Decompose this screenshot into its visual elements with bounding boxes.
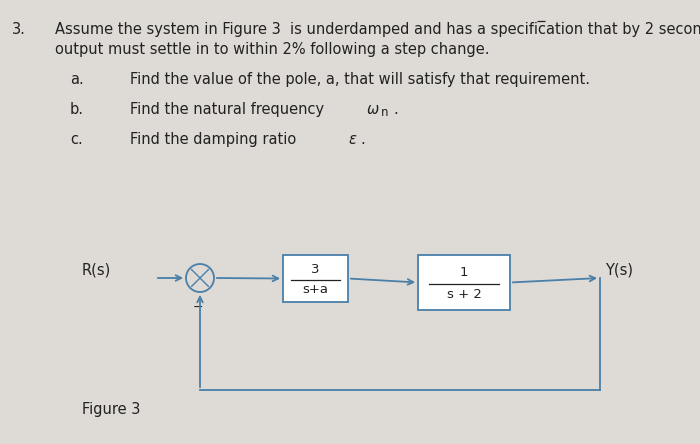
Text: n: n — [381, 106, 388, 119]
Text: output must settle in to within 2% following a step change.: output must settle in to within 2% follo… — [55, 42, 489, 57]
Text: Figure 3: Figure 3 — [82, 402, 141, 417]
Text: Assume the system in Figure 3  is underdamped and has a specification that by 2 : Assume the system in Figure 3 is underda… — [55, 22, 700, 37]
Text: s+a: s+a — [302, 283, 328, 296]
Text: Find the damping ratio: Find the damping ratio — [130, 132, 301, 147]
Text: a.: a. — [70, 72, 84, 87]
Text: Find the natural frequency: Find the natural frequency — [130, 102, 329, 117]
Text: 3.: 3. — [12, 22, 26, 37]
Text: ε: ε — [348, 132, 356, 147]
Text: c.: c. — [70, 132, 83, 147]
Text: ω: ω — [367, 102, 379, 117]
Text: .: . — [360, 132, 365, 147]
Text: 1: 1 — [460, 266, 468, 279]
Text: s + 2: s + 2 — [447, 288, 482, 301]
Bar — [283, 255, 348, 302]
Text: b.: b. — [70, 102, 84, 117]
Text: Find the value of the pole, a, that will satisfy that requirement.: Find the value of the pole, a, that will… — [130, 72, 590, 87]
Text: −: − — [193, 301, 203, 314]
Text: .: . — [393, 102, 398, 117]
Bar — [418, 255, 510, 310]
Text: R(s): R(s) — [82, 262, 111, 278]
Text: 3: 3 — [312, 263, 320, 276]
Text: Y(s): Y(s) — [605, 262, 633, 278]
